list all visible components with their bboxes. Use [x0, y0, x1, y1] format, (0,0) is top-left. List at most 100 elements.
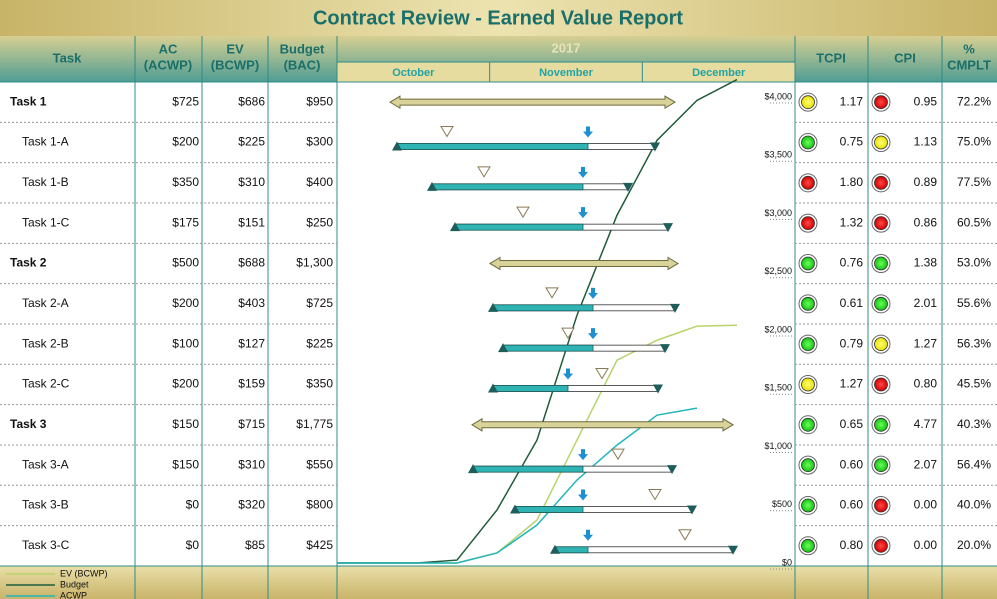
title: Contract Review - Earned Value Report	[313, 7, 683, 29]
task-name: Task 1-C	[22, 215, 70, 229]
axis-label: $1,500	[764, 383, 792, 393]
column-header: TCPI	[816, 50, 846, 65]
month-label: December	[692, 67, 746, 79]
legend-label: EV (BCWP)	[60, 568, 108, 578]
start-marker	[427, 181, 437, 191]
ac-value: $100	[172, 336, 199, 350]
cpi-value: 1.38	[914, 256, 938, 270]
start-marker	[550, 544, 560, 554]
budget-value: $725	[306, 296, 333, 310]
cmplt-value: 40.3%	[957, 417, 991, 431]
cmplt-value: 75.0%	[957, 135, 991, 149]
budget-value: $1,300	[296, 256, 333, 270]
tcpi-status-light	[801, 417, 815, 432]
tcpi-value: 0.60	[840, 498, 864, 512]
ev-value: $688	[238, 256, 265, 270]
tcpi-value: 1.27	[840, 377, 864, 391]
cpi-status-light	[874, 498, 888, 513]
cpi-value: 0.80	[914, 377, 938, 391]
tcpi-value: 0.61	[840, 296, 864, 310]
ev-value: $225	[238, 135, 265, 149]
cmplt-value: 53.0%	[957, 256, 991, 270]
axis-label: $0	[782, 557, 792, 567]
column-header: EV	[226, 41, 244, 56]
legend-label: Budget	[60, 579, 89, 589]
ac-value: $0	[186, 498, 200, 512]
ev-marker	[588, 328, 598, 340]
cmplt-value: 20.0%	[957, 538, 991, 552]
tcpi-status-light	[801, 216, 815, 231]
tcpi-status-light	[801, 498, 815, 513]
plan-marker	[477, 166, 491, 178]
start-marker	[488, 302, 498, 312]
progress-bar	[502, 344, 594, 352]
ev-value: $686	[238, 94, 265, 108]
task-name: Task 2-A	[22, 296, 69, 310]
budget-value: $550	[306, 457, 333, 471]
task-name: Task 1-A	[22, 135, 69, 149]
budget-value: $950	[306, 94, 333, 108]
plan-marker	[440, 125, 454, 138]
task-name: Task 2-B	[22, 336, 69, 350]
budget-value: $800	[306, 498, 333, 512]
plan-marker	[611, 448, 625, 461]
axis-label: $500	[772, 499, 792, 509]
axis-label: $2,500	[764, 266, 792, 276]
tcpi-status-light	[801, 296, 815, 311]
ev-value: $151	[238, 215, 265, 229]
tcpi-value: 1.32	[840, 215, 864, 229]
end-marker	[667, 465, 677, 475]
plan-marker	[648, 488, 662, 501]
cpi-value: 1.13	[914, 135, 938, 149]
cpi-status-light	[874, 337, 888, 352]
tcpi-value: 0.79	[840, 336, 864, 350]
progress-bar	[492, 385, 569, 392]
ev-marker	[588, 287, 598, 299]
start-marker	[392, 141, 402, 151]
tcpi-status-light	[801, 458, 815, 473]
summary-bar	[489, 256, 679, 271]
column-header: %	[963, 41, 975, 56]
cpi-value: 0.95	[914, 94, 938, 108]
ac-value: $150	[172, 417, 199, 431]
end-marker	[660, 344, 670, 354]
ac-value: $725	[172, 94, 199, 108]
task-name: Task 3	[10, 417, 47, 431]
end-marker	[687, 505, 697, 515]
tcpi-status-light	[801, 337, 815, 352]
title-bar	[0, 0, 997, 36]
end-marker	[650, 142, 660, 152]
progress-bar	[492, 304, 594, 312]
ac-value: $0	[186, 538, 200, 552]
cpi-value: 0.00	[914, 538, 938, 552]
cmplt-value: 55.6%	[957, 296, 991, 310]
cpi-status-light	[874, 296, 888, 311]
cmplt-value: 40.0%	[957, 498, 991, 512]
progress-bar	[554, 546, 589, 554]
tcpi-status-light	[801, 256, 815, 271]
cpi-value: 0.00	[914, 498, 938, 512]
ac-value: $500	[172, 256, 199, 270]
cpi-value: 0.86	[914, 215, 938, 229]
cmplt-value: 77.5%	[957, 175, 991, 189]
month-band	[337, 62, 795, 82]
ev-value: $159	[238, 377, 265, 391]
start-marker	[510, 504, 520, 514]
cpi-status-light	[874, 95, 888, 110]
start-marker	[468, 464, 478, 474]
task-name: Task 3-B	[22, 498, 69, 512]
end-marker	[653, 384, 663, 394]
progress-bar	[472, 465, 584, 473]
ev-marker	[578, 449, 588, 461]
ac-value: $175	[172, 215, 199, 229]
start-marker	[498, 343, 508, 353]
axis-label: $1,000	[764, 441, 792, 451]
tcpi-value: 0.65	[840, 417, 864, 431]
cpi-value: 2.01	[914, 296, 938, 310]
task-name: Task 3-A	[22, 457, 69, 471]
cmplt-value: 60.5%	[957, 215, 991, 229]
footer-bar	[0, 566, 997, 599]
end-marker	[663, 223, 673, 233]
ev-marker	[563, 368, 573, 380]
ev-marker	[578, 489, 588, 501]
